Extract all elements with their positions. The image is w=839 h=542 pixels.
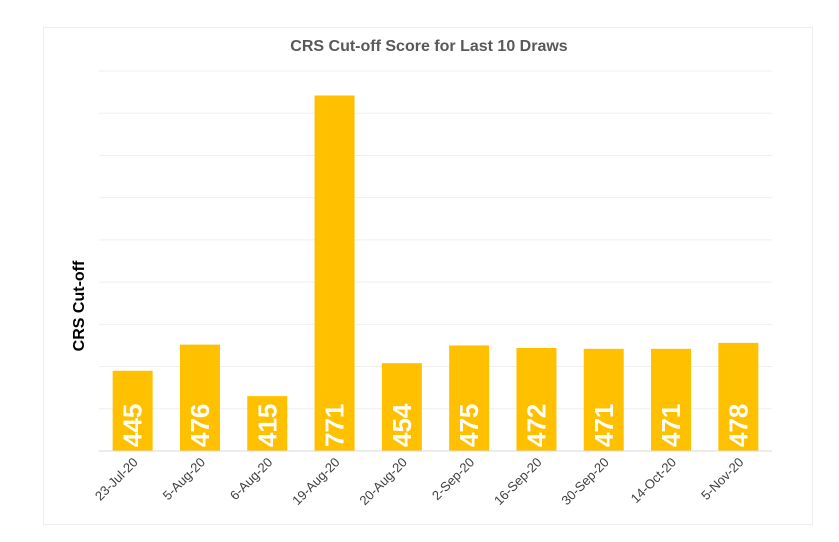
bar — [314, 95, 355, 451]
bar — [718, 342, 759, 451]
x-tick-label: 5-Aug-20 — [160, 455, 208, 503]
bar — [247, 396, 288, 451]
y-axis-label: CRS Cut-off — [71, 260, 88, 351]
bar-value-label: 471 — [589, 404, 619, 447]
bar — [179, 344, 220, 451]
x-tick-labels: 23-Jul-20 5-Aug-20 6-Aug-20 19-Aug-20 20-Aug… — [92, 455, 747, 509]
bar-chart: CRS Cut-off Score for Last 10 Draws CRS … — [71, 38, 772, 509]
x-tick-label: 23-Jul-20 — [92, 455, 141, 504]
bar — [651, 348, 692, 451]
bar — [516, 347, 557, 451]
bar — [112, 370, 153, 451]
x-tick-label: 14-Oct-20 — [628, 455, 679, 506]
chart-title: CRS Cut-off Score for Last 10 Draws — [290, 38, 567, 55]
x-tick-label: 16-Sep-20 — [491, 455, 545, 509]
bar — [381, 363, 422, 451]
bar — [583, 348, 624, 451]
x-tick-label: 20-Aug-20 — [356, 455, 410, 509]
x-tick-label: 30-Sep-20 — [558, 455, 612, 509]
bar-value-label: 476 — [185, 404, 215, 447]
bar-value-label: 475 — [454, 404, 484, 447]
bars — [112, 95, 759, 451]
bar-value-label: 478 — [723, 404, 753, 447]
bar-value-label: 415 — [252, 404, 282, 447]
x-tick-label: 2-Sep-20 — [429, 455, 477, 503]
x-tick-label: 5-Nov-20 — [698, 455, 746, 503]
value-labels: 445 476 415 771 454 475 472 471 471 478 — [118, 403, 754, 447]
bar-value-label: 471 — [656, 404, 686, 447]
bar-value-label: 454 — [387, 403, 417, 447]
bar-value-label: 472 — [521, 404, 551, 447]
bar-value-label: 771 — [320, 404, 350, 447]
bar-value-label: 445 — [118, 404, 148, 447]
x-tick-label: 19-Aug-20 — [289, 455, 343, 509]
chart-area: CRS Cut-off Score for Last 10 Draws CRS … — [43, 27, 813, 525]
bar — [449, 345, 490, 451]
x-tick-label: 6-Aug-20 — [227, 455, 275, 503]
